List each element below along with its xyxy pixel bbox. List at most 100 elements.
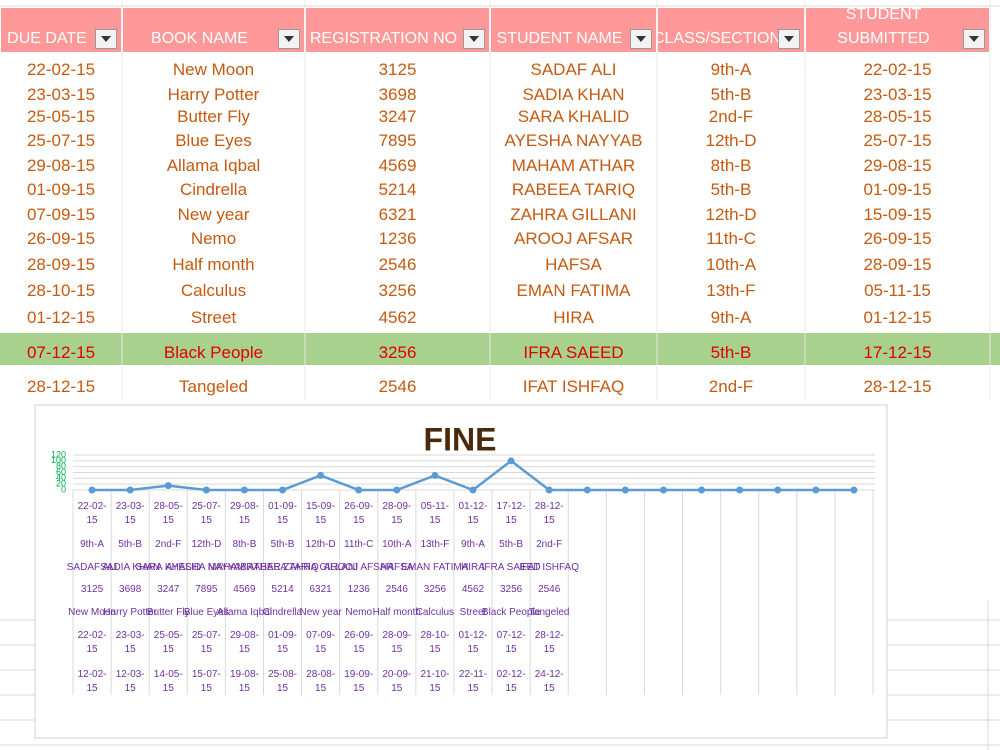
category-label: 28-10-15 xyxy=(420,630,450,655)
table-cell: Cindrella xyxy=(179,180,248,199)
table-cell: 6321 xyxy=(378,205,417,224)
category-label: IFRA SAEED xyxy=(481,562,541,573)
category-label: 12th-D xyxy=(191,539,222,550)
data-point xyxy=(202,486,210,494)
filter-button[interactable] xyxy=(963,29,985,49)
category-label: 28-08-15 xyxy=(306,669,336,694)
category-label: 10th-A xyxy=(382,539,412,550)
data-point xyxy=(583,486,591,494)
category-label: 23-03-15 xyxy=(115,501,145,526)
category-label: 25-07-15 xyxy=(191,630,221,655)
table-cell: 28-12-15 xyxy=(863,377,932,396)
category-label: 07-09-15 xyxy=(306,630,336,655)
category-label: 13th-F xyxy=(420,539,450,550)
data-point xyxy=(812,486,820,494)
table-cell: 01-12-15 xyxy=(26,308,96,327)
category-label: Tangeled xyxy=(528,607,570,618)
table-cell: 28-09-15 xyxy=(26,255,96,274)
table-cell: 29-08-15 xyxy=(863,156,932,175)
table-cell: 2nd-F xyxy=(708,377,754,396)
table-cell: Blue Eyes xyxy=(175,131,252,150)
table-cell: Butter Fly xyxy=(177,107,250,126)
category-label: Half month xyxy=(372,607,421,618)
category-label: 5th-B xyxy=(499,539,524,550)
category-label: Harry Potter xyxy=(103,607,158,618)
category-label: Black People xyxy=(481,607,541,618)
category-label: 6321 xyxy=(309,584,332,595)
data-point xyxy=(545,486,553,494)
category-label: 01-12-15 xyxy=(458,630,488,655)
filter-button[interactable] xyxy=(778,29,800,49)
category-label: 2nd-F xyxy=(536,539,563,550)
table-cell: 1236 xyxy=(378,229,417,248)
table-cell: 13th-F xyxy=(706,281,756,300)
category-label: 5214 xyxy=(271,584,294,595)
category-label: Nemo xyxy=(345,607,373,618)
category-label: 05-11-15 xyxy=(420,501,449,526)
filter-button[interactable] xyxy=(278,29,300,49)
filter-button[interactable] xyxy=(463,29,485,49)
category-label: 20-09-15 xyxy=(382,669,412,694)
category-label: SADAF ALI xyxy=(66,562,118,573)
y-tick-label: 120 xyxy=(51,449,66,459)
data-point xyxy=(736,486,744,494)
category-label: ZAHRA GILLANI xyxy=(283,562,358,573)
category-label: 15-09-15 xyxy=(306,501,336,526)
table-cell: 12th-D xyxy=(705,131,757,150)
table-cell: 3256 xyxy=(378,281,417,300)
table-cell: RABEEA TARIQ xyxy=(511,180,636,199)
table-cell: 3256 xyxy=(378,343,417,362)
category-label: 5th-B xyxy=(270,539,295,550)
category-label: SADIA KHAN xyxy=(100,562,161,573)
table-cell: Nemo xyxy=(190,229,237,248)
category-label: 17-12-15 xyxy=(496,501,526,526)
table-cell: 28-12-15 xyxy=(26,377,96,396)
table-cell: 25-07-15 xyxy=(863,131,932,150)
table-cell: 2546 xyxy=(378,255,417,274)
category-label: Cindrella xyxy=(262,607,303,618)
table-cell: 22-02-15 xyxy=(863,60,932,79)
column-header: STUDENT SUBMITTED xyxy=(806,8,989,52)
category-label: 9th-A xyxy=(461,539,485,550)
category-label: 12th-D xyxy=(305,539,336,550)
category-label: 28-09-15 xyxy=(382,501,412,526)
filter-button[interactable] xyxy=(630,29,652,49)
data-point xyxy=(507,457,515,465)
data-point xyxy=(88,486,96,494)
category-label: 3256 xyxy=(423,584,447,595)
filter-button[interactable] xyxy=(95,29,117,49)
table-cell: HAFSA xyxy=(545,255,602,274)
table-cell: 15-09-15 xyxy=(863,205,932,224)
table-cell: ZAHRA GILLANI xyxy=(510,205,637,224)
category-label: 22-02-15 xyxy=(77,501,107,526)
category-label: 29-08-15 xyxy=(229,501,259,526)
category-label: 7895 xyxy=(195,584,218,595)
data-point xyxy=(126,486,134,494)
category-label: 26-09-15 xyxy=(344,630,374,655)
table-cell: HIRA xyxy=(553,308,594,327)
data-point xyxy=(774,486,782,494)
category-label: 19-09-15 xyxy=(344,669,374,694)
category-label: 2546 xyxy=(385,584,408,595)
table-cell: 01-12-15 xyxy=(863,308,932,327)
category-label: Allama Iqbal xyxy=(216,607,272,618)
category-label: 9th-A xyxy=(80,539,104,550)
category-label: 11th-C xyxy=(344,539,374,550)
table-cell: 23-03-15 xyxy=(26,85,96,104)
category-label: AROOJ AFSAR xyxy=(323,562,394,573)
table-cell: 25-07-15 xyxy=(26,131,96,150)
table-cell: 2546 xyxy=(378,377,417,396)
data-point xyxy=(240,486,248,494)
category-label: 28-12-15 xyxy=(534,630,564,655)
table-cell: 17-12-15 xyxy=(863,343,932,362)
category-label: 2nd-F xyxy=(155,539,182,550)
table-cell: 05-11-15 xyxy=(864,281,931,300)
table-cell: 5th-B xyxy=(710,85,752,104)
category-label: 22-11-15 xyxy=(458,669,488,694)
data-point xyxy=(469,486,477,494)
category-label: 07-12-15 xyxy=(496,630,526,655)
category-label: 23-03-15 xyxy=(115,630,145,655)
y-tick-label: 100 xyxy=(51,455,66,465)
